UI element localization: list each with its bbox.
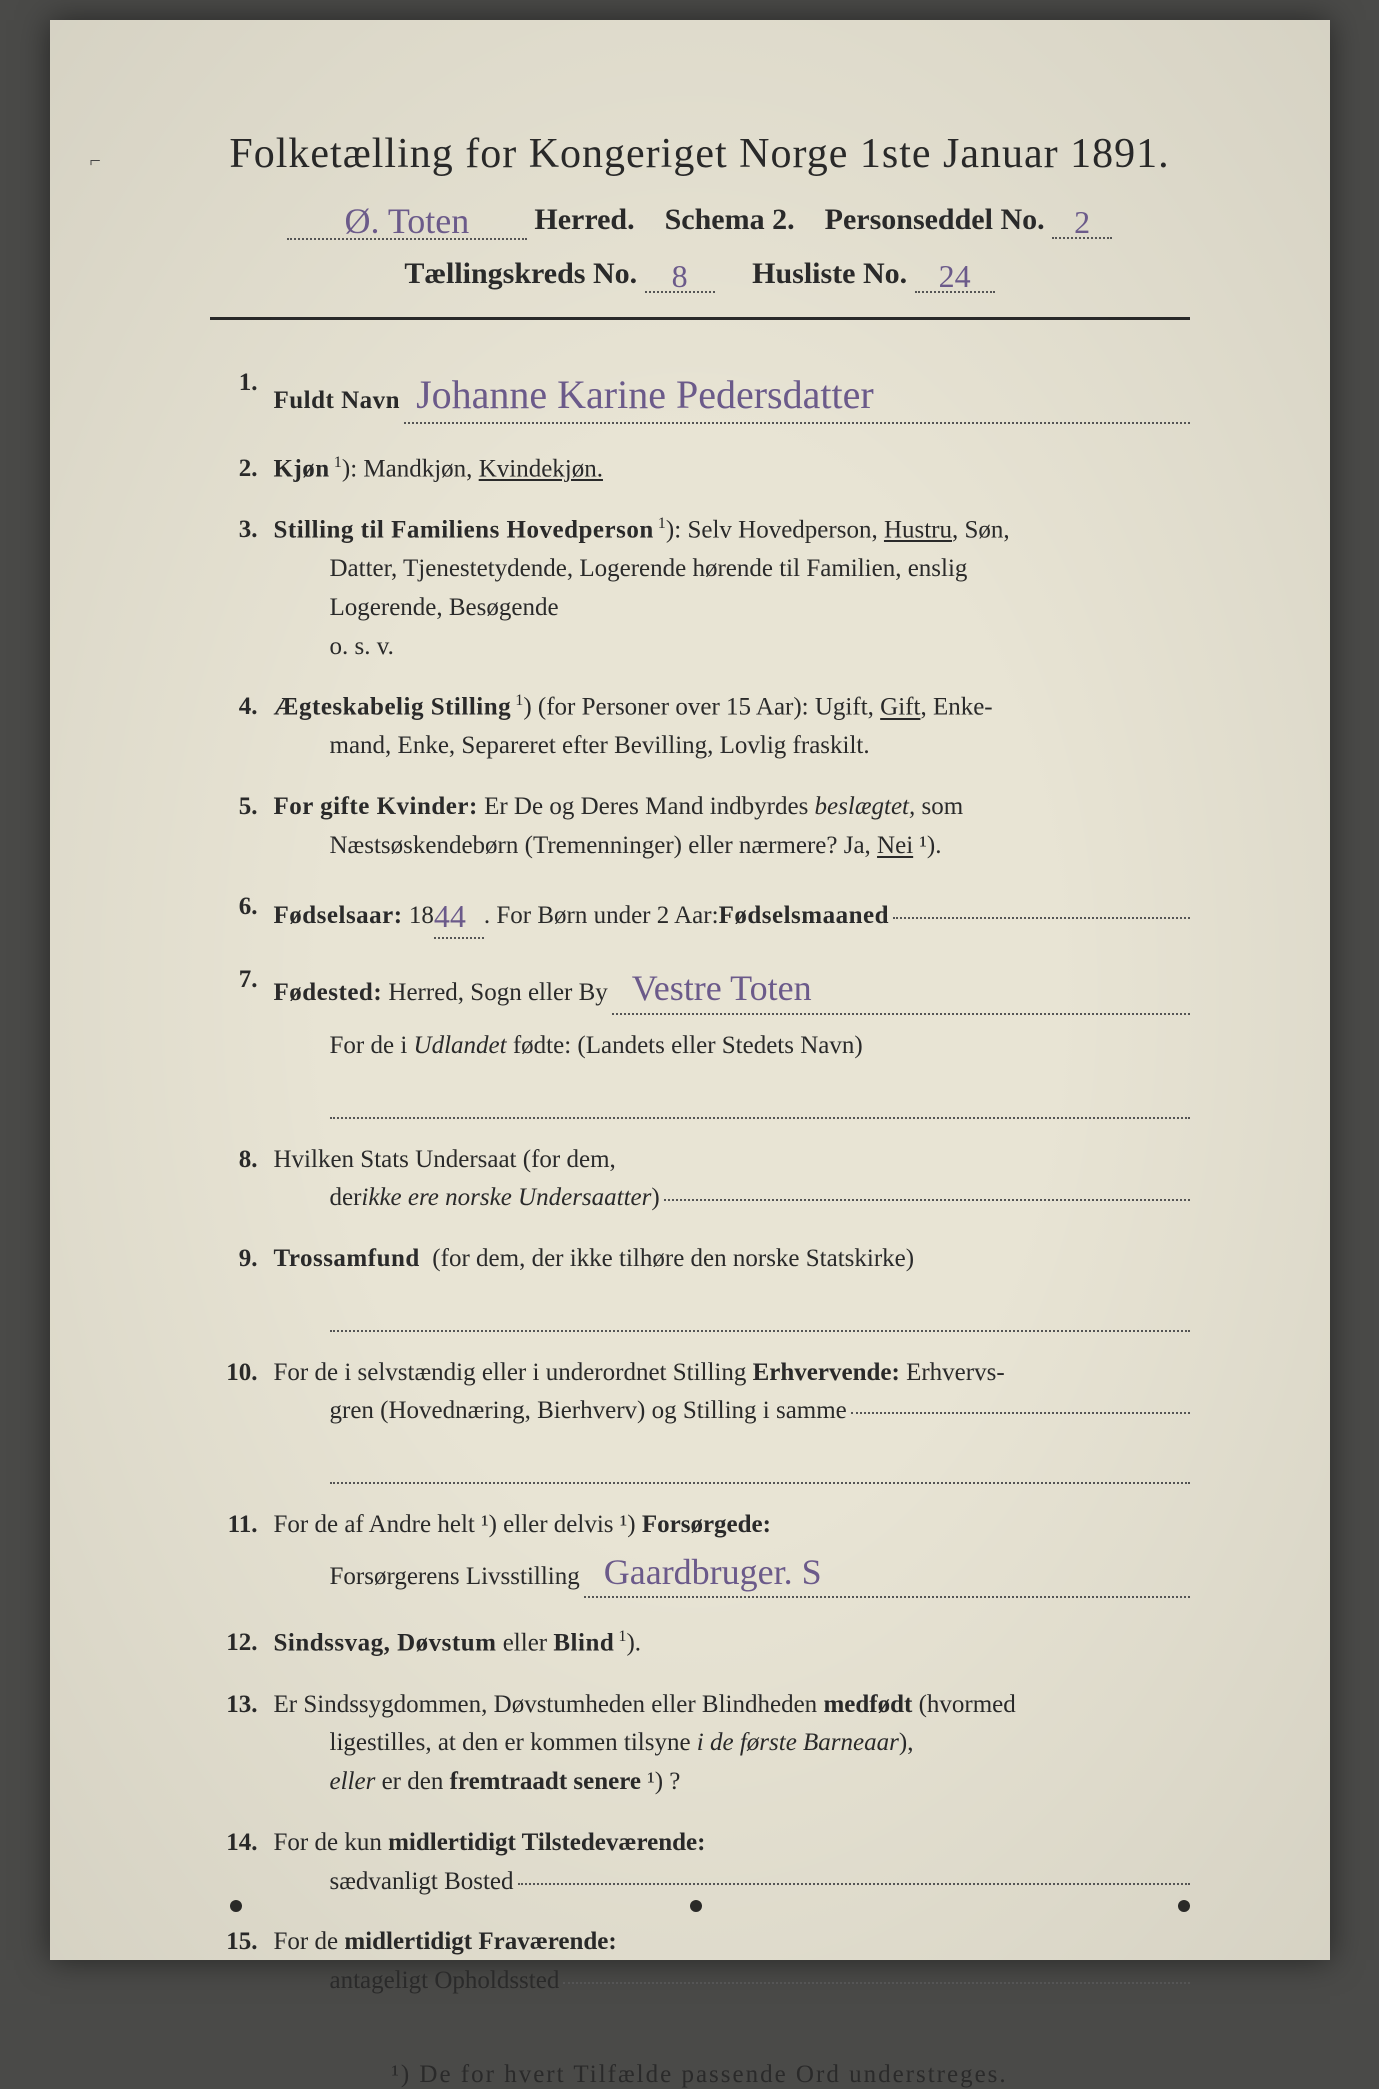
husliste-no: 24 bbox=[939, 258, 971, 295]
provider-value: Gaardbruger. S bbox=[584, 1545, 822, 1601]
kreds-label: Tællingskreds No. bbox=[404, 257, 637, 290]
form-body: 1. Fuldt Navn Johanne Karine Pedersdatte… bbox=[210, 364, 1190, 2001]
field-7: 7. Fødested: Herred, Sogn eller By Vestr… bbox=[220, 961, 1190, 1118]
field-12: 12. Sindssvag, Døvstum eller Blind 1). bbox=[220, 1624, 1190, 1663]
kreds-line: Tællingskreds No. 8 Husliste No. 24 bbox=[210, 254, 1190, 293]
punch-hole bbox=[230, 1900, 242, 1912]
herred-line: Ø. Toten Herred. Schema 2. Personseddel … bbox=[210, 196, 1190, 240]
field-4: 4. Ægteskabelig Stilling 1) (for Persone… bbox=[220, 688, 1190, 766]
field-14: 14. For de kun midlertidigt Tilstedevære… bbox=[220, 1824, 1190, 1902]
field-1: 1. Fuldt Navn Johanne Karine Pedersdatte… bbox=[220, 364, 1190, 428]
birthyear-value: 44 bbox=[434, 892, 466, 942]
field-10: 10. For de i selvstændig eller i underor… bbox=[220, 1354, 1190, 1484]
field-5: 5. For gifte Kvinder: Er De og Deres Man… bbox=[220, 788, 1190, 866]
field-8: 8. Hvilken Stats Undersaat (for dem, der… bbox=[220, 1141, 1190, 1219]
gender-selected: Kvindekjøn. bbox=[479, 455, 603, 482]
birthplace-value: Vestre Toten bbox=[612, 961, 812, 1017]
punch-hole bbox=[690, 1900, 702, 1912]
header-divider bbox=[210, 317, 1190, 320]
field-6: 6. Fødselsaar: 1844 . For Børn under 2 A… bbox=[220, 888, 1190, 940]
footnote: ¹) De for hvert Tilfælde passende Ord un… bbox=[210, 2061, 1190, 2089]
personseddel-no: 2 bbox=[1074, 204, 1090, 241]
census-form-page: ⌐ Folketælling for Kongeriget Norge 1ste… bbox=[50, 20, 1330, 1960]
field-3: 3. Stilling til Familiens Hovedperson 1)… bbox=[220, 511, 1190, 666]
field-2: 2. Kjøn 1): Mandkjøn, Kvindekjøn. bbox=[220, 450, 1190, 489]
related-selected: Nei bbox=[877, 832, 913, 859]
herred-label: Herred. bbox=[534, 203, 634, 236]
field-9: 9. Trossamfund (for dem, der ikke tilhør… bbox=[220, 1240, 1190, 1332]
main-title: Folketælling for Kongeriget Norge 1ste J… bbox=[210, 130, 1190, 178]
field-15: 15. For de midlertidigt Fraværende: anta… bbox=[220, 1923, 1190, 2001]
punch-hole bbox=[1178, 1900, 1190, 1912]
name-value: Johanne Karine Pedersdatter bbox=[404, 364, 874, 426]
personseddel-label: Personseddel No. bbox=[825, 203, 1045, 236]
field-11: 11. For de af Andre helt ¹) eller delvis… bbox=[220, 1506, 1190, 1603]
herred-value: Ø. Toten bbox=[344, 200, 469, 242]
field-13: 13. Er Sindssygdommen, Døvstumheden elle… bbox=[220, 1686, 1190, 1802]
form-header: Folketælling for Kongeriget Norge 1ste J… bbox=[210, 130, 1190, 293]
schema-label: Schema 2. bbox=[665, 203, 795, 236]
relation-selected: Hustru bbox=[884, 516, 952, 543]
husliste-label: Husliste No. bbox=[752, 257, 907, 290]
marital-selected: Gift bbox=[880, 694, 920, 721]
corner-mark: ⌐ bbox=[90, 150, 101, 173]
kreds-no: 8 bbox=[672, 258, 688, 295]
